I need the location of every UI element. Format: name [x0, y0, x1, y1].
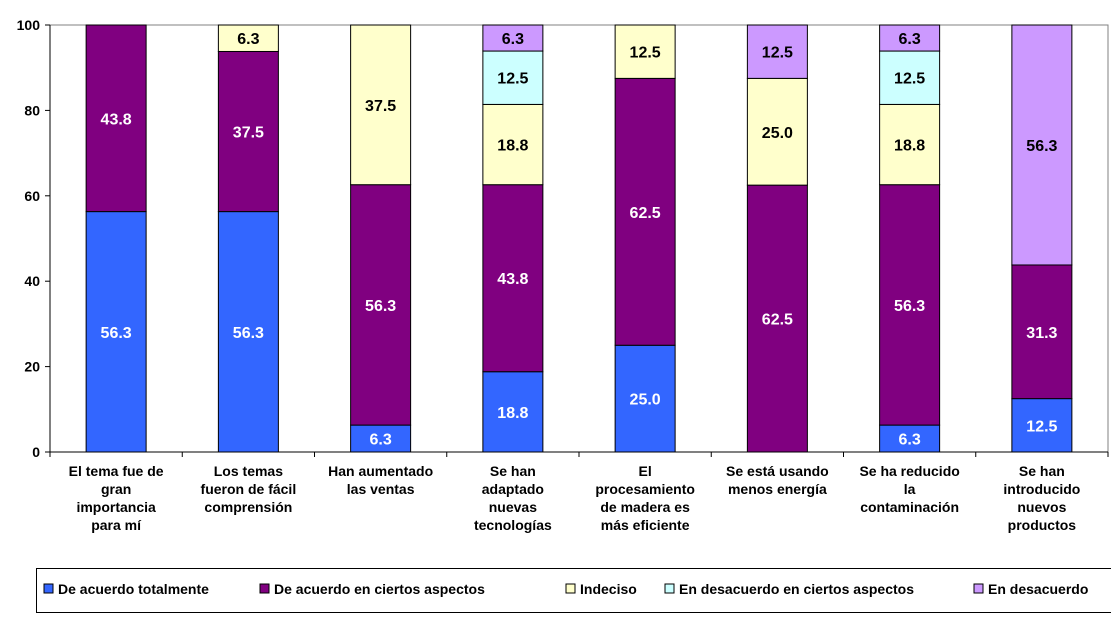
y-tick-label: 20 — [24, 359, 40, 375]
bar-segment — [879, 424, 941, 453]
x-tick-label: El tema fue de gran importancia para mí — [69, 463, 164, 533]
bar-segment — [350, 24, 412, 186]
data-label: 62.5 — [630, 205, 661, 222]
data-label: 37.5 — [365, 98, 396, 115]
bar-segment — [482, 24, 544, 52]
data-label: 6.3 — [899, 31, 921, 48]
bar-segment — [1011, 264, 1073, 400]
x-tick-label: Los temas fueron de fácil comprensión — [201, 463, 297, 515]
data-label: 12.5 — [630, 45, 661, 62]
bar-segment — [217, 24, 279, 52]
x-tick-label: Se han adaptado nuevas tecnologías — [474, 463, 552, 533]
data-label: 6.3 — [502, 31, 524, 48]
data-label: 25.0 — [630, 392, 661, 409]
data-label: 18.8 — [497, 138, 528, 155]
legend — [36, 568, 1111, 613]
data-label: 12.5 — [894, 71, 925, 88]
y-tick-label: 60 — [24, 188, 40, 204]
data-label: 12.5 — [497, 71, 528, 88]
data-label: 18.8 — [894, 138, 925, 155]
bar-segment — [879, 184, 941, 426]
bar-segment — [85, 24, 147, 213]
plot-frame — [49, 24, 1109, 453]
x-tick-label: El procesamiento de madera es más eficiente — [595, 463, 695, 533]
bar-segment — [1011, 24, 1073, 266]
bar-segment — [217, 50, 279, 213]
bar-segment — [1011, 398, 1073, 453]
plot-area: 56.3 43.8 56.3 37.5 6.3 6.3 56.3 37.5 18.8 43.8 18… — [49, 24, 1109, 453]
data-label: 56.3 — [894, 298, 925, 315]
x-tick-label: Se han introducido nuevos productos — [1003, 463, 1080, 533]
bar-segment — [482, 50, 544, 105]
bar-segment — [879, 24, 941, 52]
data-label: 25.0 — [762, 125, 793, 142]
data-label: 43.8 — [101, 111, 132, 128]
data-label: 6.3 — [237, 31, 259, 48]
data-label: 56.3 — [365, 298, 396, 315]
bar-segment — [879, 50, 941, 105]
y-axis: 0 20 40 60 80 100 — [17, 17, 1109, 460]
bar-segment — [614, 24, 676, 79]
bar-segment — [746, 77, 808, 186]
y-tick-label: 0 — [32, 444, 40, 460]
bar-segment — [746, 184, 808, 453]
bar-segment — [350, 184, 412, 426]
data-label: 6.3 — [370, 432, 392, 449]
bar-segment — [350, 424, 412, 453]
bar-segment — [614, 77, 676, 346]
x-axis-labels: El tema fue de gran importancia para mí Los … — [69, 463, 1081, 533]
bar-segment — [746, 24, 808, 79]
data-label: 12.5 — [1026, 418, 1057, 435]
data-label: 18.8 — [497, 405, 528, 422]
x-tick-label: Han aumentado las ventas — [328, 463, 433, 497]
bar-segment — [482, 184, 544, 373]
data-label: 43.8 — [497, 271, 528, 288]
bar-segment — [85, 211, 147, 453]
data-label: 37.5 — [233, 125, 264, 142]
y-tick-label: 100 — [17, 17, 41, 33]
y-tick-label: 80 — [24, 102, 40, 118]
data-label: 12.5 — [762, 45, 793, 62]
data-label: 6.3 — [899, 432, 921, 449]
data-label: 56.3 — [233, 325, 264, 342]
x-tick-label: Se está usando menos energía — [726, 463, 829, 497]
bar-segment — [482, 103, 544, 186]
data-label: 56.3 — [1026, 138, 1057, 155]
data-label: 62.5 — [762, 312, 793, 329]
data-label: 56.3 — [101, 325, 132, 342]
y-tick-label: 40 — [24, 273, 40, 289]
data-label: 31.3 — [1026, 325, 1057, 342]
x-tick-label: Se ha reducido la contaminación — [859, 463, 959, 515]
